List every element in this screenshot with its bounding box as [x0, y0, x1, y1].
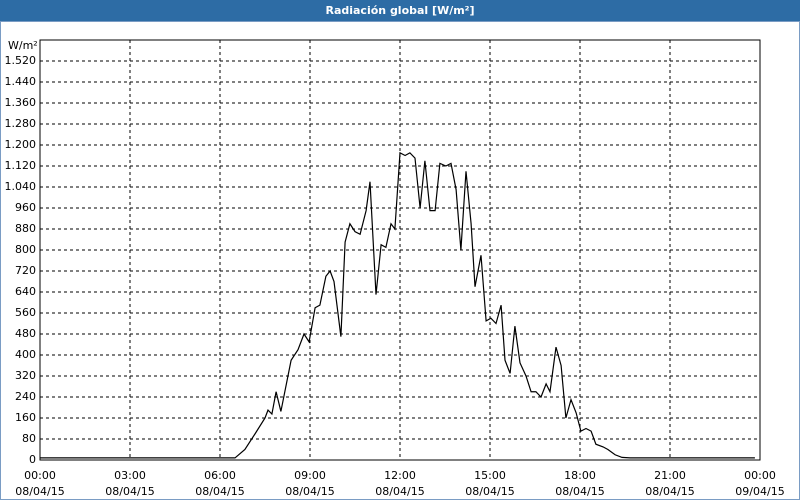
y-tick-label: 1.200 — [5, 138, 37, 151]
y-tick-label: 800 — [15, 243, 36, 256]
x-tick-label: 15:00 — [474, 469, 506, 482]
x-tick-date: 08/04/15 — [465, 485, 514, 498]
y-tick-label: 400 — [15, 348, 36, 361]
x-tick-date: 08/04/15 — [285, 485, 334, 498]
x-tick-date: 08/04/15 — [645, 485, 694, 498]
data-line — [40, 151, 755, 459]
y-tick-label: 320 — [15, 369, 36, 382]
y-tick-label: 0 — [29, 453, 36, 466]
x-tick-label: 06:00 — [204, 469, 236, 482]
x-tick-label: 03:00 — [114, 469, 146, 482]
x-tick-label: 09:00 — [294, 469, 326, 482]
y-tick-label: 1.440 — [5, 75, 37, 88]
x-tick-label: 18:00 — [564, 469, 596, 482]
x-tick-date: 08/04/15 — [195, 485, 244, 498]
x-tick-label: 12:00 — [384, 469, 416, 482]
y-tick-label: 160 — [15, 411, 36, 424]
x-tick-date: 08/04/15 — [555, 485, 604, 498]
y-tick-label: 720 — [15, 264, 36, 277]
y-tick-label: 880 — [15, 222, 36, 235]
plot-border — [39, 39, 761, 461]
x-tick-date: 08/04/15 — [375, 485, 424, 498]
x-tick-label: 00:00 — [744, 469, 776, 482]
y-tick-label: 640 — [15, 285, 36, 298]
y-tick-label: 80 — [22, 432, 36, 445]
y-tick-label: 1.360 — [5, 96, 37, 109]
y-axis-unit: W/m² — [8, 39, 38, 52]
x-tick-label: 21:00 — [654, 469, 686, 482]
x-tick-label: 00:00 — [24, 469, 56, 482]
x-tick-date: 08/04/15 — [15, 485, 64, 498]
y-tick-label: 1.120 — [5, 159, 37, 172]
y-tick-label: 560 — [15, 306, 36, 319]
y-tick-label: 480 — [15, 327, 36, 340]
window-title: Radiación global [W/m²] — [0, 0, 800, 21]
y-tick-label: 1.040 — [5, 180, 37, 193]
frame — [0, 21, 800, 500]
y-tick-label: 240 — [15, 390, 36, 403]
y-tick-label: 960 — [15, 201, 36, 214]
x-tick-date: 09/04/15 — [735, 485, 784, 498]
x-tick-date: 08/04/15 — [105, 485, 154, 498]
y-tick-label: 1.520 — [5, 54, 37, 67]
y-tick-label: 1.280 — [5, 117, 37, 130]
